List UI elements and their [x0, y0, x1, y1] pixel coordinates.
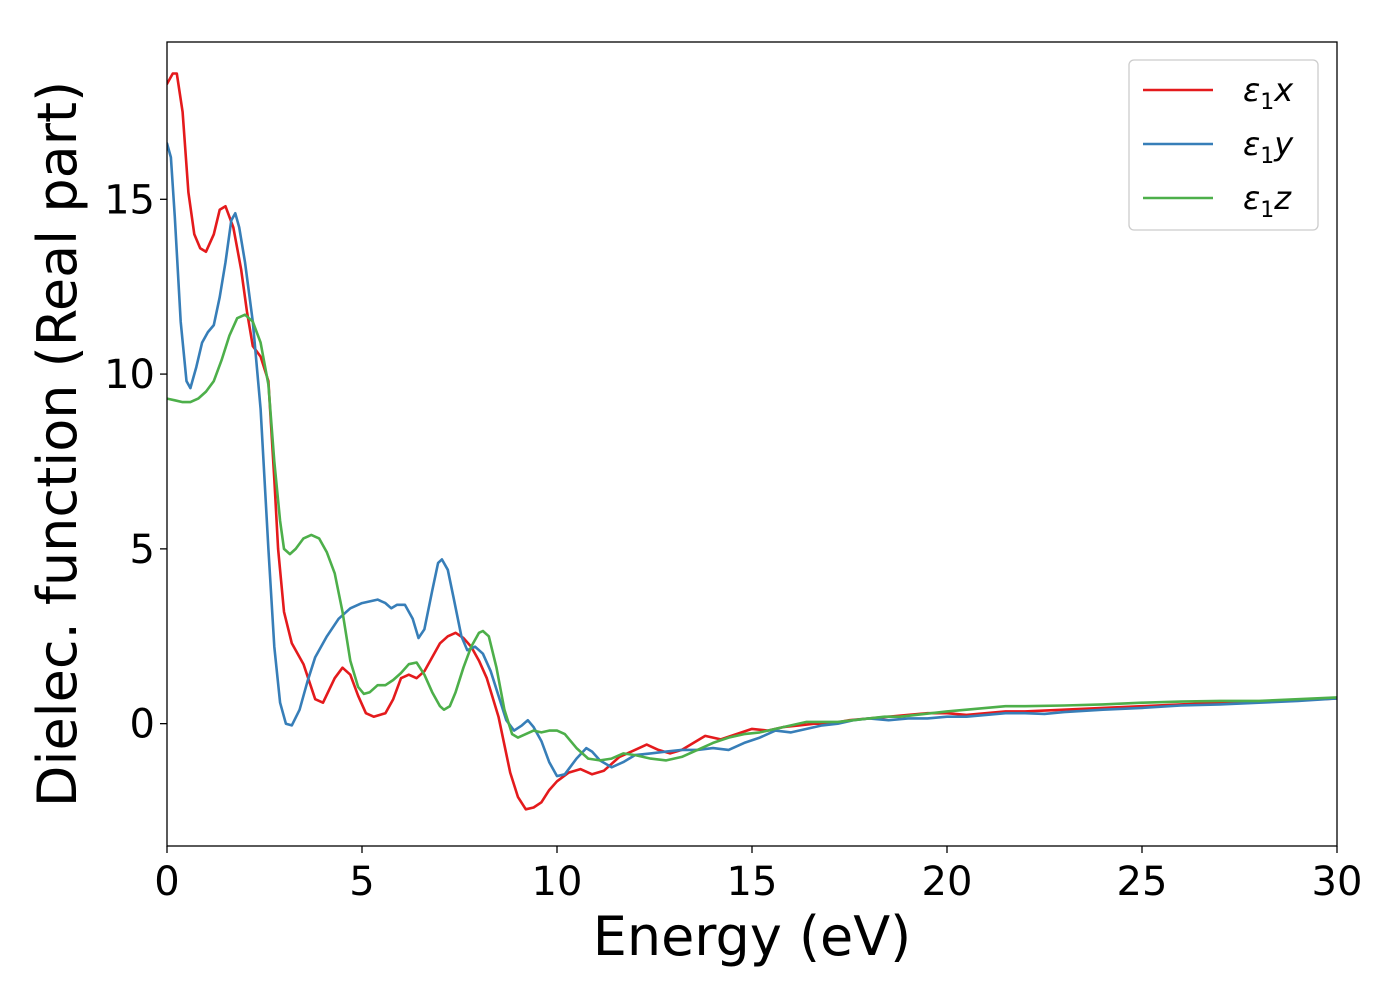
y-tick-label: 0: [130, 702, 155, 748]
y-tick-label: 15: [104, 177, 155, 223]
legend-variable: x: [1273, 71, 1294, 109]
x-tick-label: 0: [154, 859, 179, 905]
legend-label-z: ε1z: [1243, 179, 1292, 223]
y-tick-label: 10: [104, 352, 155, 398]
legend-box: [1128, 59, 1319, 231]
x-tick-label: 10: [532, 859, 583, 905]
series-layer: [167, 72, 1337, 811]
legend-symbol: ε: [1243, 71, 1260, 109]
legend-symbol: ε: [1243, 179, 1260, 217]
legend-variable: y: [1273, 125, 1294, 163]
legend-subscript: 1: [1260, 198, 1274, 223]
y-axis: 0 5 10 15: [104, 177, 167, 748]
legend-subscript: 1: [1260, 90, 1274, 115]
x-tick-label: 5: [349, 859, 374, 905]
x-axis: 0 5 10 15 20 25 30: [154, 846, 1362, 905]
x-tick-label: 20: [922, 859, 973, 905]
x-tick-label: 30: [1312, 859, 1363, 905]
legend-label-x: ε1x: [1243, 71, 1294, 115]
x-axis-label: Energy (eV): [593, 905, 912, 968]
legend-label-y: ε1y: [1243, 125, 1294, 169]
legend-variable: z: [1273, 179, 1292, 217]
x-tick-label: 15: [727, 859, 778, 905]
legend-subscript: 1: [1260, 144, 1274, 169]
legend-symbol: ε: [1243, 125, 1260, 163]
series-line-z: [167, 313, 1337, 762]
series-line-y: [167, 142, 1337, 778]
x-tick-label: 25: [1117, 859, 1168, 905]
y-tick-label: 5: [130, 527, 155, 573]
y-axis-label: Dielec. function (Real part): [26, 81, 89, 807]
